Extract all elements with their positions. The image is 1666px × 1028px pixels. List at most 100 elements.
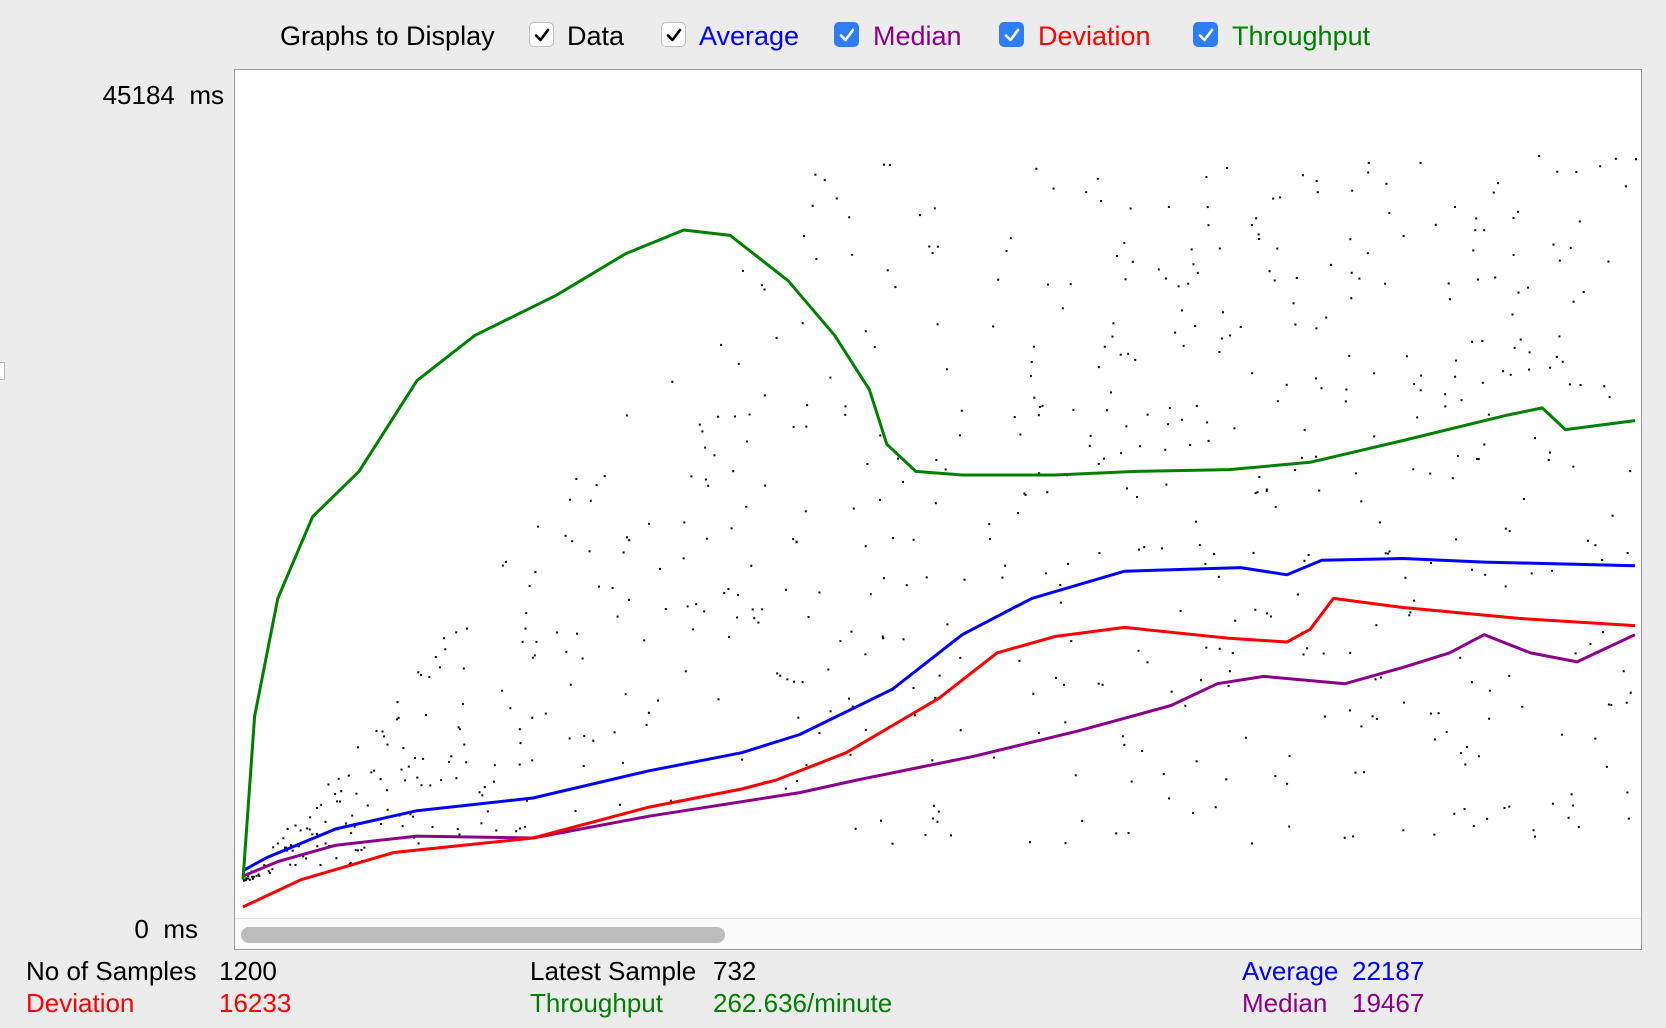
data-sample-dot <box>525 612 528 615</box>
data-sample-dot <box>311 833 314 836</box>
data-sample-dot <box>492 780 495 783</box>
data-sample-dot <box>409 813 412 816</box>
data-sample-dot <box>1483 229 1486 232</box>
data-sample-dot <box>1009 237 1012 240</box>
data-sample-dot <box>864 653 867 656</box>
data-sample-dot <box>1218 351 1221 353</box>
data-sample-dot <box>1413 383 1416 386</box>
deviation-checkbox[interactable] <box>999 22 1024 47</box>
data-sample-dot <box>1038 472 1041 475</box>
data-sample-dot <box>1164 448 1167 451</box>
data-sample-dot <box>1120 452 1123 455</box>
data-sample-dot <box>1301 174 1304 177</box>
data-sample-dot <box>334 793 337 795</box>
data-sample-dot <box>1123 743 1126 746</box>
data-sample-dot <box>1610 703 1613 706</box>
data-sample-dot <box>945 368 948 371</box>
median-checkbox[interactable] <box>834 22 859 47</box>
data-sample-dot <box>1168 797 1171 800</box>
data-sample-dot <box>938 674 941 677</box>
data-checkbox-label[interactable]: Data <box>567 21 625 51</box>
data-sample-dot <box>465 761 468 764</box>
data-sample-dot <box>801 322 804 325</box>
throughput-checkbox-label[interactable]: Throughput <box>1232 21 1371 51</box>
data-sample-dot <box>1273 279 1276 282</box>
data-sample-dot <box>1433 738 1436 741</box>
data-sample-dot <box>1251 842 1253 845</box>
data-sample-dot <box>1528 351 1531 354</box>
data-sample-dot <box>932 804 935 807</box>
data-sample-dot <box>1568 383 1571 386</box>
data-sample-dot <box>1100 200 1102 202</box>
data-sample-dot <box>888 164 891 167</box>
data-sample-dot <box>698 423 701 426</box>
data-sample-dot <box>1250 224 1253 226</box>
throughput-checkbox[interactable] <box>1193 22 1218 47</box>
data-sample-dot <box>669 799 672 802</box>
data-sample-dot <box>1466 746 1468 749</box>
data-sample-dot <box>1586 539 1589 542</box>
data-sample-dot <box>268 872 271 874</box>
data-sample-dot <box>745 505 748 508</box>
data-sample-dot <box>1276 400 1279 403</box>
data-sample-dot <box>1569 246 1572 249</box>
deviation-checkbox-label[interactable]: Deviation <box>1038 21 1151 51</box>
data-sample-dot <box>854 827 857 830</box>
data-sample-dot <box>1059 584 1062 586</box>
data-sample-dot <box>1295 277 1298 279</box>
data-sample-dot <box>1265 490 1268 493</box>
data-sample-dot <box>695 603 698 606</box>
data-sample-dot <box>1607 703 1610 706</box>
data-sample-dot <box>533 654 536 657</box>
data-sample-dot <box>1244 736 1247 739</box>
data-sample-dot <box>402 747 405 750</box>
latest-sample-label: Latest Sample <box>530 956 697 986</box>
data-sample-dot <box>466 627 468 630</box>
data-sample-dot <box>1134 358 1137 361</box>
data-sample-dot <box>1315 180 1318 182</box>
data-sample-dot <box>750 564 753 567</box>
data-sample-dot <box>1239 326 1242 328</box>
data-sample-dot <box>595 484 598 487</box>
data-sample-dot <box>244 879 247 882</box>
data-sample-dot <box>1464 763 1467 766</box>
data-sample-dot <box>1459 752 1462 755</box>
average-checkbox-label[interactable]: Average <box>699 21 800 51</box>
data-sample-dot <box>1494 276 1497 279</box>
data-sample-dot <box>795 540 798 543</box>
data-sample-dot <box>1444 405 1447 408</box>
scrollbar-thumb[interactable] <box>241 927 725 943</box>
data-sample-dot <box>1037 732 1040 734</box>
data-sample-dot <box>407 765 410 768</box>
data-sample-dot <box>1254 492 1257 495</box>
data-sample-dot <box>1594 737 1597 740</box>
data-sample-dot <box>1131 260 1134 263</box>
data-sample-dot <box>582 765 585 767</box>
data-sample-dot <box>1137 649 1140 652</box>
data-sample-dot <box>1589 643 1592 645</box>
data-sample-dot <box>1608 396 1611 399</box>
throughput-label: Throughput <box>530 988 663 1018</box>
data-sample-dot <box>997 278 1000 281</box>
data-sample-dot <box>902 481 904 483</box>
legend-title: Graphs to Display <box>280 21 495 51</box>
data-sample-dot <box>1388 212 1391 215</box>
data-sample-dot <box>1276 247 1279 250</box>
average-checkbox[interactable] <box>661 22 686 47</box>
data-sample-dot <box>815 258 818 260</box>
data-sample-dot <box>914 714 916 717</box>
data-sample-dot <box>690 475 693 478</box>
data-sample-dot <box>463 743 466 746</box>
horizontal-scrollbar[interactable] <box>235 918 1641 949</box>
data-sample-dot <box>400 768 403 771</box>
data-sample-dot <box>526 799 528 802</box>
data-sample-dot <box>1433 833 1436 836</box>
data-sample-dot <box>302 855 305 858</box>
data-sample-dot <box>883 163 885 166</box>
median-checkbox-label[interactable]: Median <box>873 21 962 51</box>
data-sample-dot <box>1054 676 1057 679</box>
data-sample-dot <box>1190 248 1193 251</box>
data-sample-dot <box>1252 551 1255 554</box>
data-sample-dot <box>276 842 279 845</box>
data-checkbox[interactable] <box>529 22 554 47</box>
